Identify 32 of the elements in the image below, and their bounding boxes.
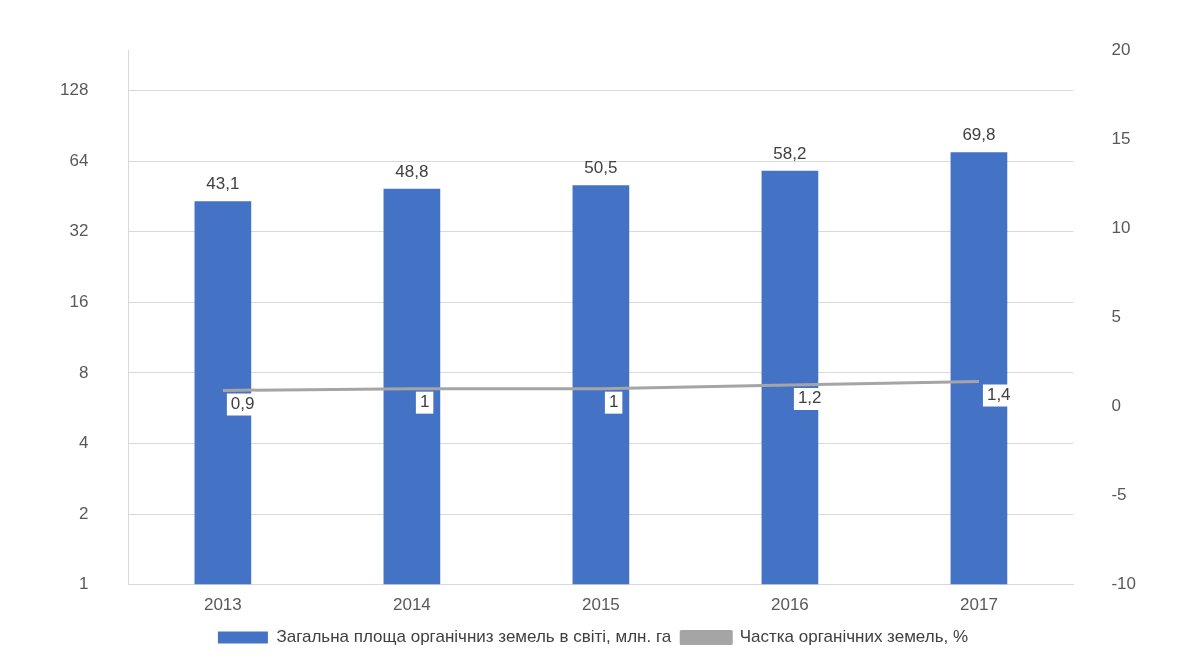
y2-tick-label: 15: [1111, 128, 1131, 148]
data-label: 50,5: [584, 158, 618, 178]
x-tick-label: 2013: [203, 595, 242, 615]
legend-label: Загальна площа органічниз земель в світі, млн. га: [276, 627, 672, 647]
data-label: 1,4: [986, 384, 1011, 404]
data-label: 1: [608, 391, 619, 411]
x-tick-label: 2016: [771, 595, 809, 615]
data-label: 1: [419, 391, 430, 411]
data-label: 1,2: [797, 388, 822, 408]
y-tick-label: 64: [69, 150, 89, 170]
y-tick-label: 128: [59, 80, 89, 100]
y2-tick-label: 20: [1111, 39, 1131, 59]
y2-tick-label: -5: [1111, 485, 1127, 505]
y2-tick-label: 0: [1111, 396, 1121, 416]
data-label: 0,9: [230, 393, 255, 413]
x-tick-label: 2014: [392, 595, 431, 615]
legend-label: Частка органічних земель, %: [739, 627, 969, 647]
x-tick-label: 2015: [581, 595, 620, 615]
y2-tick-label: 5: [1111, 307, 1121, 327]
y2-tick-label: 10: [1111, 218, 1131, 238]
y2-tick-label: -10: [1111, 574, 1137, 594]
data-label: 69,8: [962, 125, 996, 145]
y-tick-label: 8: [78, 362, 89, 382]
y-tick-label: 4: [78, 433, 89, 453]
data-label: 48,8: [395, 161, 429, 181]
data-label: 43,1: [206, 174, 240, 194]
y-tick-label: 1: [78, 574, 89, 594]
y-tick-label: 2: [78, 503, 89, 523]
y-tick-label: 16: [69, 291, 89, 311]
x-tick-label: 2017: [960, 595, 998, 615]
data-label: 58,2: [773, 143, 807, 163]
y-tick-label: 32: [69, 221, 89, 241]
